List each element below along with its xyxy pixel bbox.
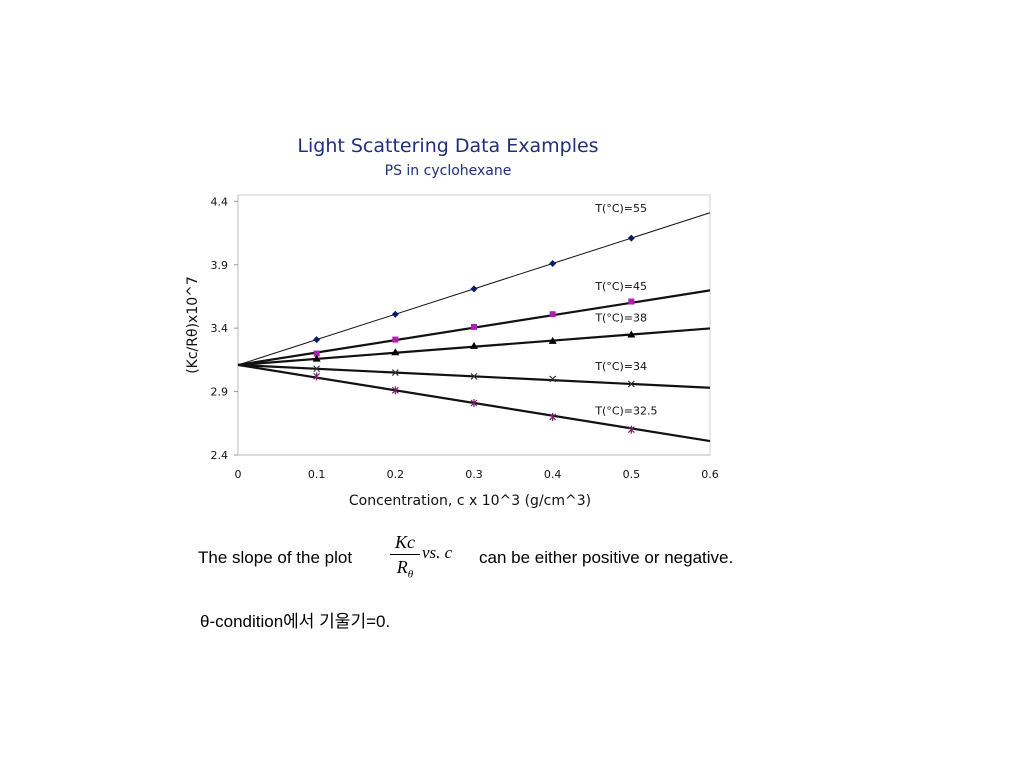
chart-subtitle: PS in cyclohexane (385, 163, 512, 179)
y-axis-label: (Kc/Rθ)x10^7 (185, 276, 201, 374)
x-tick-label: 0.5 (623, 468, 641, 481)
series-label: T(°C)=55 (594, 202, 647, 215)
slope-caption-end: can be either positive or negative. (479, 548, 734, 567)
series-label: T(°C)=45 (594, 280, 647, 293)
data-point (470, 372, 478, 380)
light-scattering-chart: Light Scattering Data Examples PS in cyc… (185, 135, 719, 509)
fraction-denominator: Rθ (396, 557, 414, 581)
data-point (313, 365, 321, 373)
fraction-bar (390, 554, 420, 555)
data-point (391, 310, 399, 318)
data-point (627, 425, 635, 434)
series-label: T(°C)=34 (594, 360, 647, 373)
data-point (548, 336, 557, 344)
x-tick-label: 0.3 (465, 468, 483, 481)
kc-over-r-fraction: Kc Rθ (390, 531, 420, 586)
vs-c-text: vs. c (422, 543, 453, 562)
data-point (391, 369, 399, 376)
x-tick-label: 0.4 (544, 468, 562, 481)
x-tick-label: 0 (235, 468, 242, 481)
series-annotations: T(°C)=55 T(°C)=45 T(°C)=38 T(°C)=34 T(°C)=32… (594, 202, 657, 417)
data-point (470, 285, 478, 293)
x-tick-labels: 0 0.1 0.2 0.3 0.4 0.5 0.6 (235, 468, 719, 481)
data-point (549, 412, 557, 421)
x-axis-label: Concentration, c x 10^3 (g/cm^3) (349, 493, 591, 509)
data-point (549, 375, 557, 383)
y-tick-label: 3.9 (211, 259, 229, 272)
data-point (313, 350, 320, 357)
data-point (471, 323, 477, 330)
slope-caption-start: The slope of the plot (198, 548, 353, 567)
data-point (391, 386, 399, 395)
data-point (313, 372, 321, 381)
data-point (470, 399, 478, 407)
data-point (549, 259, 557, 267)
x-tick-label: 0.2 (387, 468, 405, 481)
y-tick-labels: 4.4 3.9 3.4 2.9 2.4 (211, 195, 238, 462)
series-label: T(°C)=38 (594, 312, 647, 325)
data-point (470, 341, 478, 349)
data-point (312, 354, 321, 362)
data-point (627, 330, 636, 338)
y-tick-label: 2.4 (211, 449, 229, 462)
data-point (391, 348, 400, 356)
data-point (549, 311, 556, 318)
y-tick-label: 2.9 (211, 386, 229, 399)
y-tick-label: 3.4 (211, 322, 229, 335)
series-markers (312, 234, 636, 434)
data-point (628, 298, 635, 305)
data-point (627, 234, 635, 242)
chart-title: Light Scattering Data Examples (297, 135, 598, 157)
data-point (313, 336, 321, 344)
fraction-numerator: Kc (395, 532, 415, 552)
series-label: T(°C)=32.5 (594, 404, 657, 417)
y-tick-label: 4.4 (211, 195, 229, 208)
x-tick-label: 0.6 (701, 468, 719, 481)
x-tick-label: 0.1 (308, 468, 326, 481)
data-point (627, 380, 635, 388)
data-point (392, 336, 399, 343)
theta-condition-note: θ-condition에서 기울기=0. (200, 612, 391, 631)
